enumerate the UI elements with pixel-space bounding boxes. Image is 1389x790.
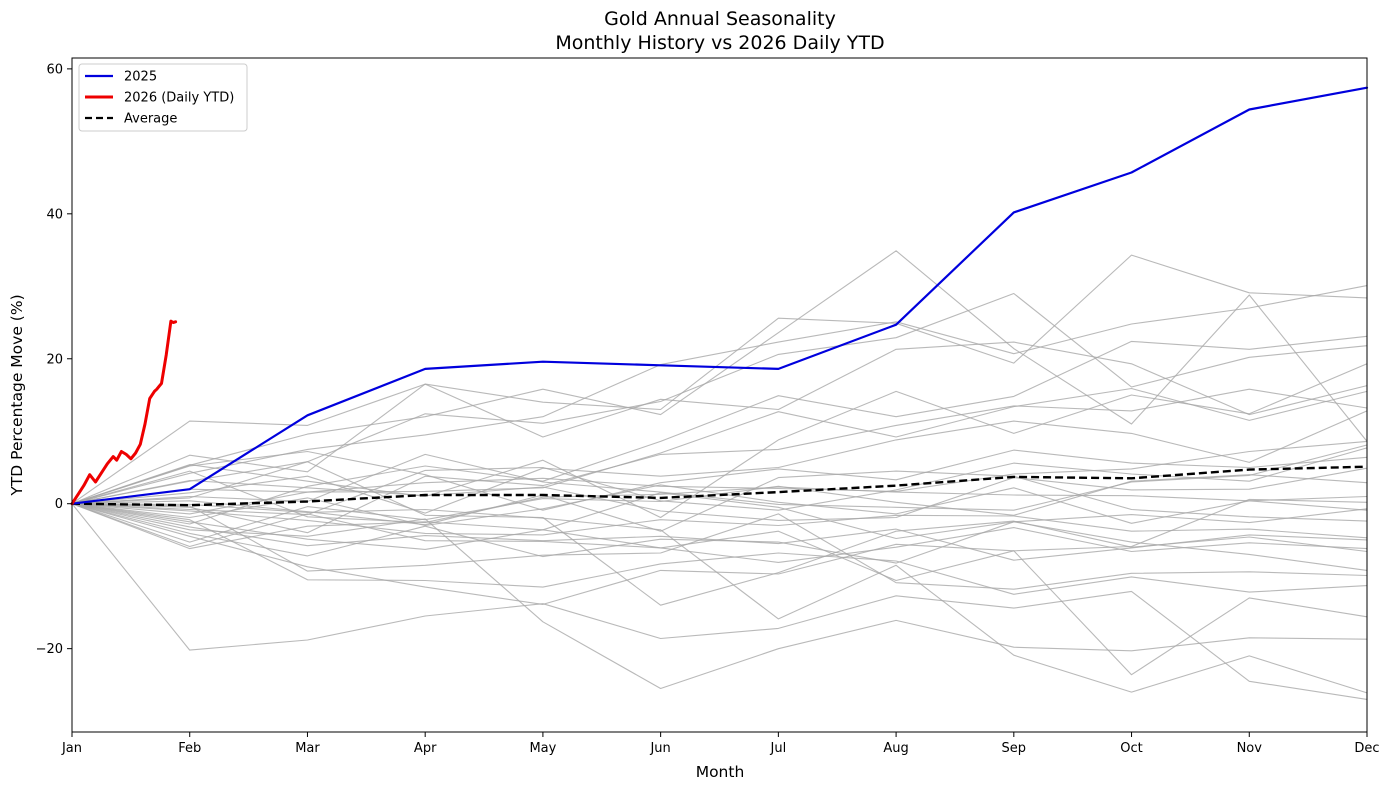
legend: 2025 2026 (Daily YTD) Average xyxy=(78,63,248,132)
x-tick-label: Oct xyxy=(1120,741,1142,756)
history-line xyxy=(71,387,1368,505)
x-tick-label: May xyxy=(529,741,556,756)
x-tick-label: Jan xyxy=(61,741,82,756)
history-line xyxy=(71,503,1368,694)
history-line xyxy=(71,503,1368,563)
x-tick-label: Apr xyxy=(414,741,437,756)
y-tick-label: −20 xyxy=(36,642,63,657)
series-line-2026 xyxy=(70,319,178,506)
history-line xyxy=(71,250,1368,505)
history-line xyxy=(71,410,1368,514)
history-line xyxy=(71,388,1368,534)
history-line xyxy=(71,470,1368,532)
history-line xyxy=(71,461,1368,606)
history-line xyxy=(71,503,1368,676)
history-line xyxy=(71,503,1368,590)
history-line xyxy=(71,467,1368,521)
history-line xyxy=(71,292,1368,505)
x-tick-label: Dec xyxy=(1354,741,1379,756)
plot-frame xyxy=(71,57,1368,733)
history-line xyxy=(71,470,1368,524)
x-axis-label: Month xyxy=(696,763,745,781)
y-tick-label: 0 xyxy=(55,497,63,512)
history-line xyxy=(71,503,1368,571)
x-tick-label: Jun xyxy=(649,741,670,756)
x-tick-label: Sep xyxy=(1002,741,1027,756)
history-line xyxy=(71,503,1368,595)
x-tick-label: Aug xyxy=(883,741,908,756)
legend-label-2025: 2025 xyxy=(124,70,157,85)
series-line-2025 xyxy=(70,86,1369,505)
history-line xyxy=(71,503,1368,700)
history-line xyxy=(71,440,1368,515)
y-axis-label: YTD Percentage Move (%) xyxy=(8,294,26,496)
history-line xyxy=(71,335,1368,525)
x-axis: Jan Feb Mar Apr May Jun Jul Aug Sep Oct Nov Dec xyxy=(61,732,1380,756)
chart-subtitle: Monthly History vs 2026 Daily YTD xyxy=(555,32,884,54)
history-line xyxy=(71,254,1368,505)
history-lines xyxy=(71,250,1368,700)
history-line xyxy=(71,503,1368,690)
history-line xyxy=(71,447,1368,516)
legend-label-average: Average xyxy=(124,112,177,127)
x-tick-label: Mar xyxy=(295,741,320,756)
y-tick-label: 40 xyxy=(46,207,63,222)
legend-label-2026: 2026 (Daily YTD) xyxy=(124,91,234,106)
y-tick-label: 60 xyxy=(46,62,63,77)
history-line xyxy=(71,341,1368,505)
history-line xyxy=(71,449,1368,511)
history-line xyxy=(71,498,1368,582)
x-tick-label: Feb xyxy=(178,741,201,756)
highlight-series xyxy=(70,86,1369,507)
y-axis: −20 0 20 40 60 xyxy=(36,62,72,657)
history-line xyxy=(71,444,1368,511)
y-tick-label: 20 xyxy=(46,352,63,367)
x-tick-label: Nov xyxy=(1237,741,1263,756)
x-tick-label: Jul xyxy=(770,741,787,756)
history-line xyxy=(71,492,1368,550)
chart-title: Gold Annual Seasonality xyxy=(604,8,836,30)
series-line-average xyxy=(71,465,1368,507)
legend-box xyxy=(78,63,248,132)
